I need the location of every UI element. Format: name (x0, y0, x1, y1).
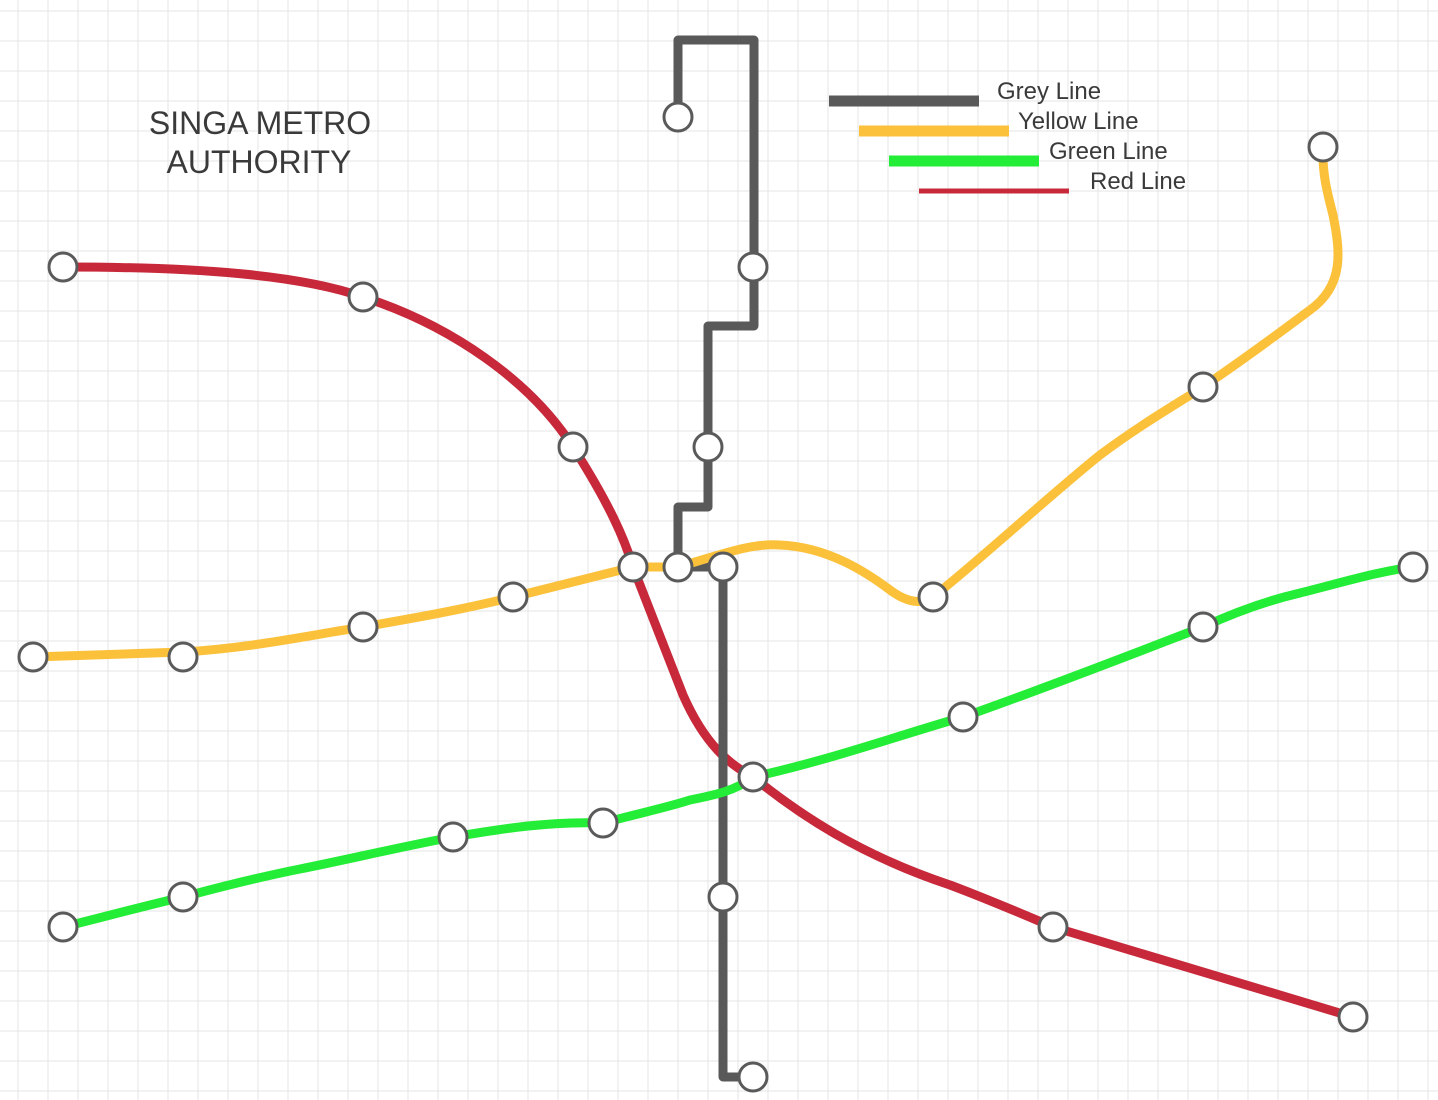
station[interactable] (47, 251, 79, 283)
grey-line-stations (662, 101, 769, 1093)
station[interactable] (737, 251, 769, 283)
station[interactable] (1187, 611, 1219, 643)
map-legend: Grey Line Yellow Line Green Line Red Lin… (829, 78, 1186, 195)
map-title: SINGA METRO AUTHORITY (149, 105, 371, 180)
station[interactable] (707, 881, 739, 913)
station[interactable] (692, 431, 724, 463)
interchange-station[interactable] (662, 551, 694, 583)
station[interactable] (497, 581, 529, 613)
legend-label-yellow: Yellow Line (1018, 108, 1139, 135)
red-line-stations (47, 251, 1369, 1033)
station[interactable] (917, 581, 949, 613)
station[interactable] (347, 281, 379, 313)
interchange-station[interactable] (737, 761, 769, 793)
grey-line-route[interactable] (673, 35, 759, 1082)
station[interactable] (1307, 131, 1339, 163)
station[interactable] (587, 807, 619, 839)
yellow-line-stations (17, 131, 1339, 673)
green-line-stations (47, 551, 1429, 943)
station[interactable] (167, 881, 199, 913)
station[interactable] (17, 641, 49, 673)
station[interactable] (47, 911, 79, 943)
station[interactable] (1337, 1001, 1369, 1033)
station[interactable] (557, 431, 589, 463)
station[interactable] (347, 611, 379, 643)
station[interactable] (1187, 371, 1219, 403)
title-line-1: SINGA METRO (149, 105, 371, 141)
legend-label-grey: Grey Line (997, 78, 1101, 105)
legend-label-green: Green Line (1049, 138, 1168, 165)
interchange-station[interactable] (707, 551, 739, 583)
legend-label-red: Red Line (1090, 168, 1186, 195)
station[interactable] (662, 101, 694, 133)
station[interactable] (167, 641, 199, 673)
station[interactable] (1397, 551, 1429, 583)
station[interactable] (947, 701, 979, 733)
station[interactable] (1037, 911, 1069, 943)
interchange-station[interactable] (617, 551, 649, 583)
title-line-2: AUTHORITY (167, 144, 352, 180)
station[interactable] (437, 821, 469, 853)
yellow-line-route[interactable] (28, 142, 1343, 662)
station[interactable] (737, 1061, 769, 1093)
